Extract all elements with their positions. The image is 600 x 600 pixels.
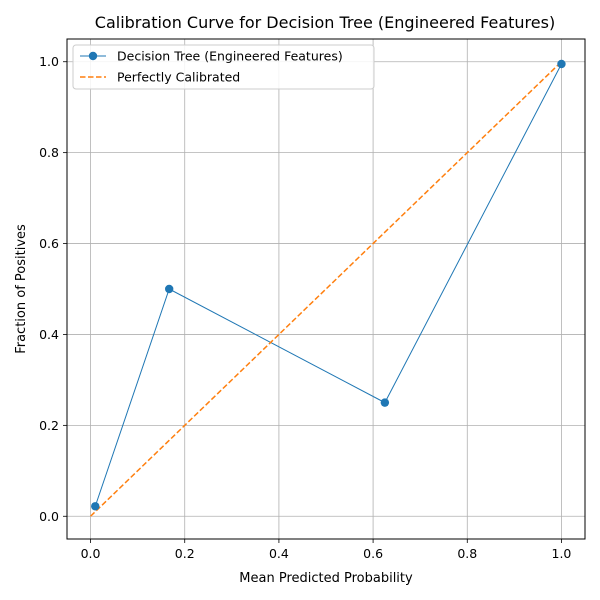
x-axis: 0.0 0.2 0.4 0.6 0.8 1.0 [81, 539, 572, 561]
legend-label-perfectly-calibrated: Perfectly Calibrated [117, 70, 240, 85]
x-tick-label: 0.8 [457, 546, 477, 561]
data-point [164, 284, 174, 294]
series-line-decision-tree [94, 63, 562, 507]
data-point [557, 59, 566, 69]
plot-area [90, 59, 566, 517]
x-tick-label: 0.4 [269, 546, 289, 561]
x-tick-label: 0.2 [175, 546, 195, 561]
y-tick-label: 0.8 [39, 145, 59, 160]
x-tick-label: 1.0 [552, 546, 572, 561]
data-point [380, 398, 390, 407]
plot-frame [66, 38, 586, 540]
y-tick-label: 0.0 [39, 509, 59, 524]
y-tick-label: 0.2 [39, 418, 59, 433]
y-tick-label: 0.6 [39, 236, 59, 251]
x-axis-title: Mean Predicted Probability [239, 571, 413, 586]
legend-box [72, 44, 375, 90]
y-tick-label: 1.0 [39, 54, 59, 69]
y-tick-label: 0.4 [39, 327, 59, 342]
data-point [91, 502, 100, 511]
legend: Decision Tree (Engineered Features) Perfe… [72, 44, 375, 90]
x-tick-label: 0.6 [363, 546, 383, 561]
x-tick-label: 0.0 [81, 546, 101, 561]
y-axis: 0.0 0.2 0.4 0.6 0.8 1.0 [39, 54, 67, 524]
legend-label-decision-tree: Decision Tree (Engineered Features) [117, 49, 343, 64]
y-axis-title: Fraction of Positives [14, 224, 29, 354]
series-line-perfectly-calibrated [90, 61, 562, 517]
legend-marker [88, 51, 98, 61]
chart-title: Calibration Curve for Decision Tree (Eng… [95, 13, 555, 32]
